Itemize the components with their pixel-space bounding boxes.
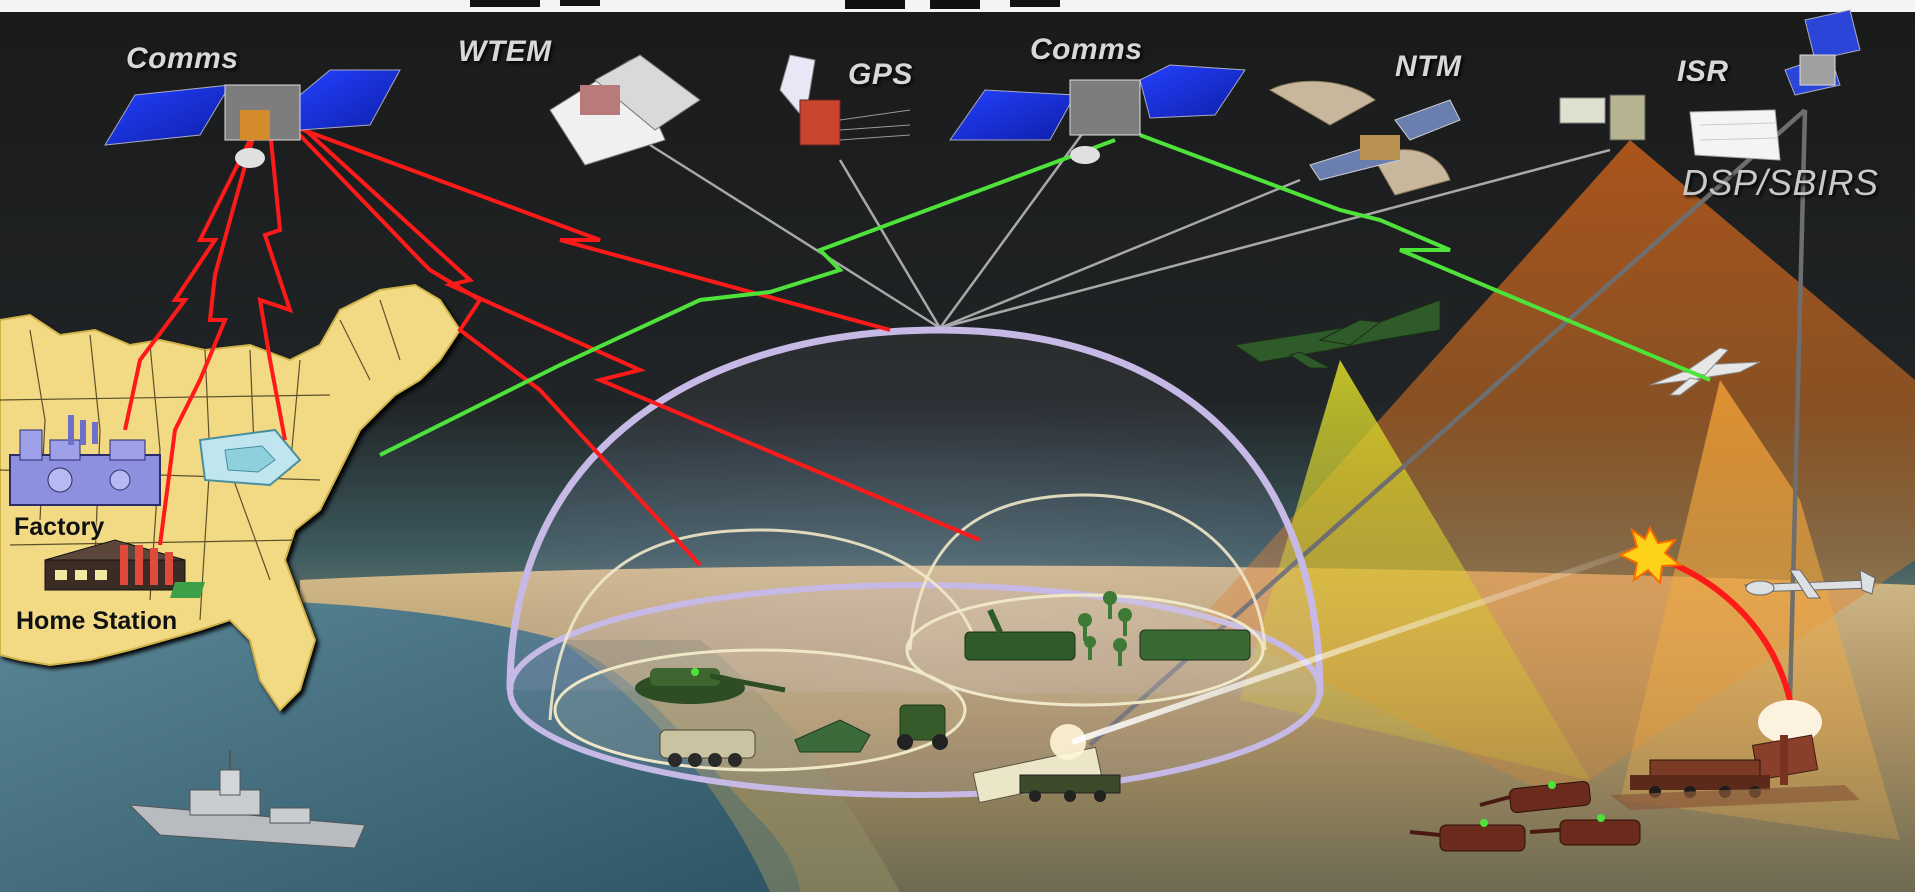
scud-launcher-icon <box>1610 759 1860 810</box>
label-gps: GPS <box>848 58 913 91</box>
early-warning-satellite-icon <box>1784 9 1861 96</box>
coastline-land <box>560 640 900 892</box>
predator-drone-icon <box>1744 569 1876 599</box>
isr-satellite-icon <box>1559 94 1781 161</box>
mobile-radar-icon <box>897 704 948 750</box>
weather-satellite-icon <box>549 54 701 166</box>
combat-vehicle-icon <box>794 719 871 753</box>
thaad-launcher-icon <box>972 724 1121 804</box>
factory-icon <box>9 415 161 506</box>
usa-map <box>0 283 462 712</box>
label-factory: Factory <box>14 513 105 541</box>
communications-satellite-icon <box>949 64 1246 164</box>
label-comms-left: Comms <box>126 42 239 75</box>
enemy-tank-icon <box>1409 780 1641 852</box>
label-dsp-sbirs: DSP/SBIRS <box>1682 162 1879 203</box>
armored-vehicle-icon <box>659 729 756 767</box>
uav-sensor-cone <box>1620 380 1900 840</box>
troop-markers <box>1078 591 1132 666</box>
surveillance-aircraft-icon <box>1233 299 1441 369</box>
comm-links-red <box>123 123 981 567</box>
interceptor-trail <box>1071 545 1641 745</box>
label-isr: ISR <box>1677 55 1729 88</box>
radar-array-icon <box>1139 629 1251 661</box>
missile-launch-icon <box>1751 700 1822 785</box>
label-home-station: Home Station <box>16 607 178 635</box>
gps-satellite-icon <box>779 54 911 146</box>
communications-satellite-icon <box>104 69 401 168</box>
data-links <box>649 129 1611 330</box>
patriot-launcher-icon <box>964 608 1076 661</box>
explosion-icon <box>1617 525 1683 586</box>
comm-links-green <box>379 133 1711 457</box>
tank-icon <box>635 668 786 704</box>
aircraft-sensor-cone <box>1240 360 1590 780</box>
national-technical-means-satellite-icon <box>1268 80 1461 196</box>
uav-icon <box>1649 347 1761 396</box>
pentagon-icon <box>198 428 302 487</box>
label-ntm: NTM <box>1395 50 1462 83</box>
warship-icon <box>128 750 366 849</box>
label-wtem: WTEM <box>458 35 552 68</box>
label-comms-center: Comms <box>1030 33 1143 66</box>
home-station-icon <box>44 539 205 598</box>
